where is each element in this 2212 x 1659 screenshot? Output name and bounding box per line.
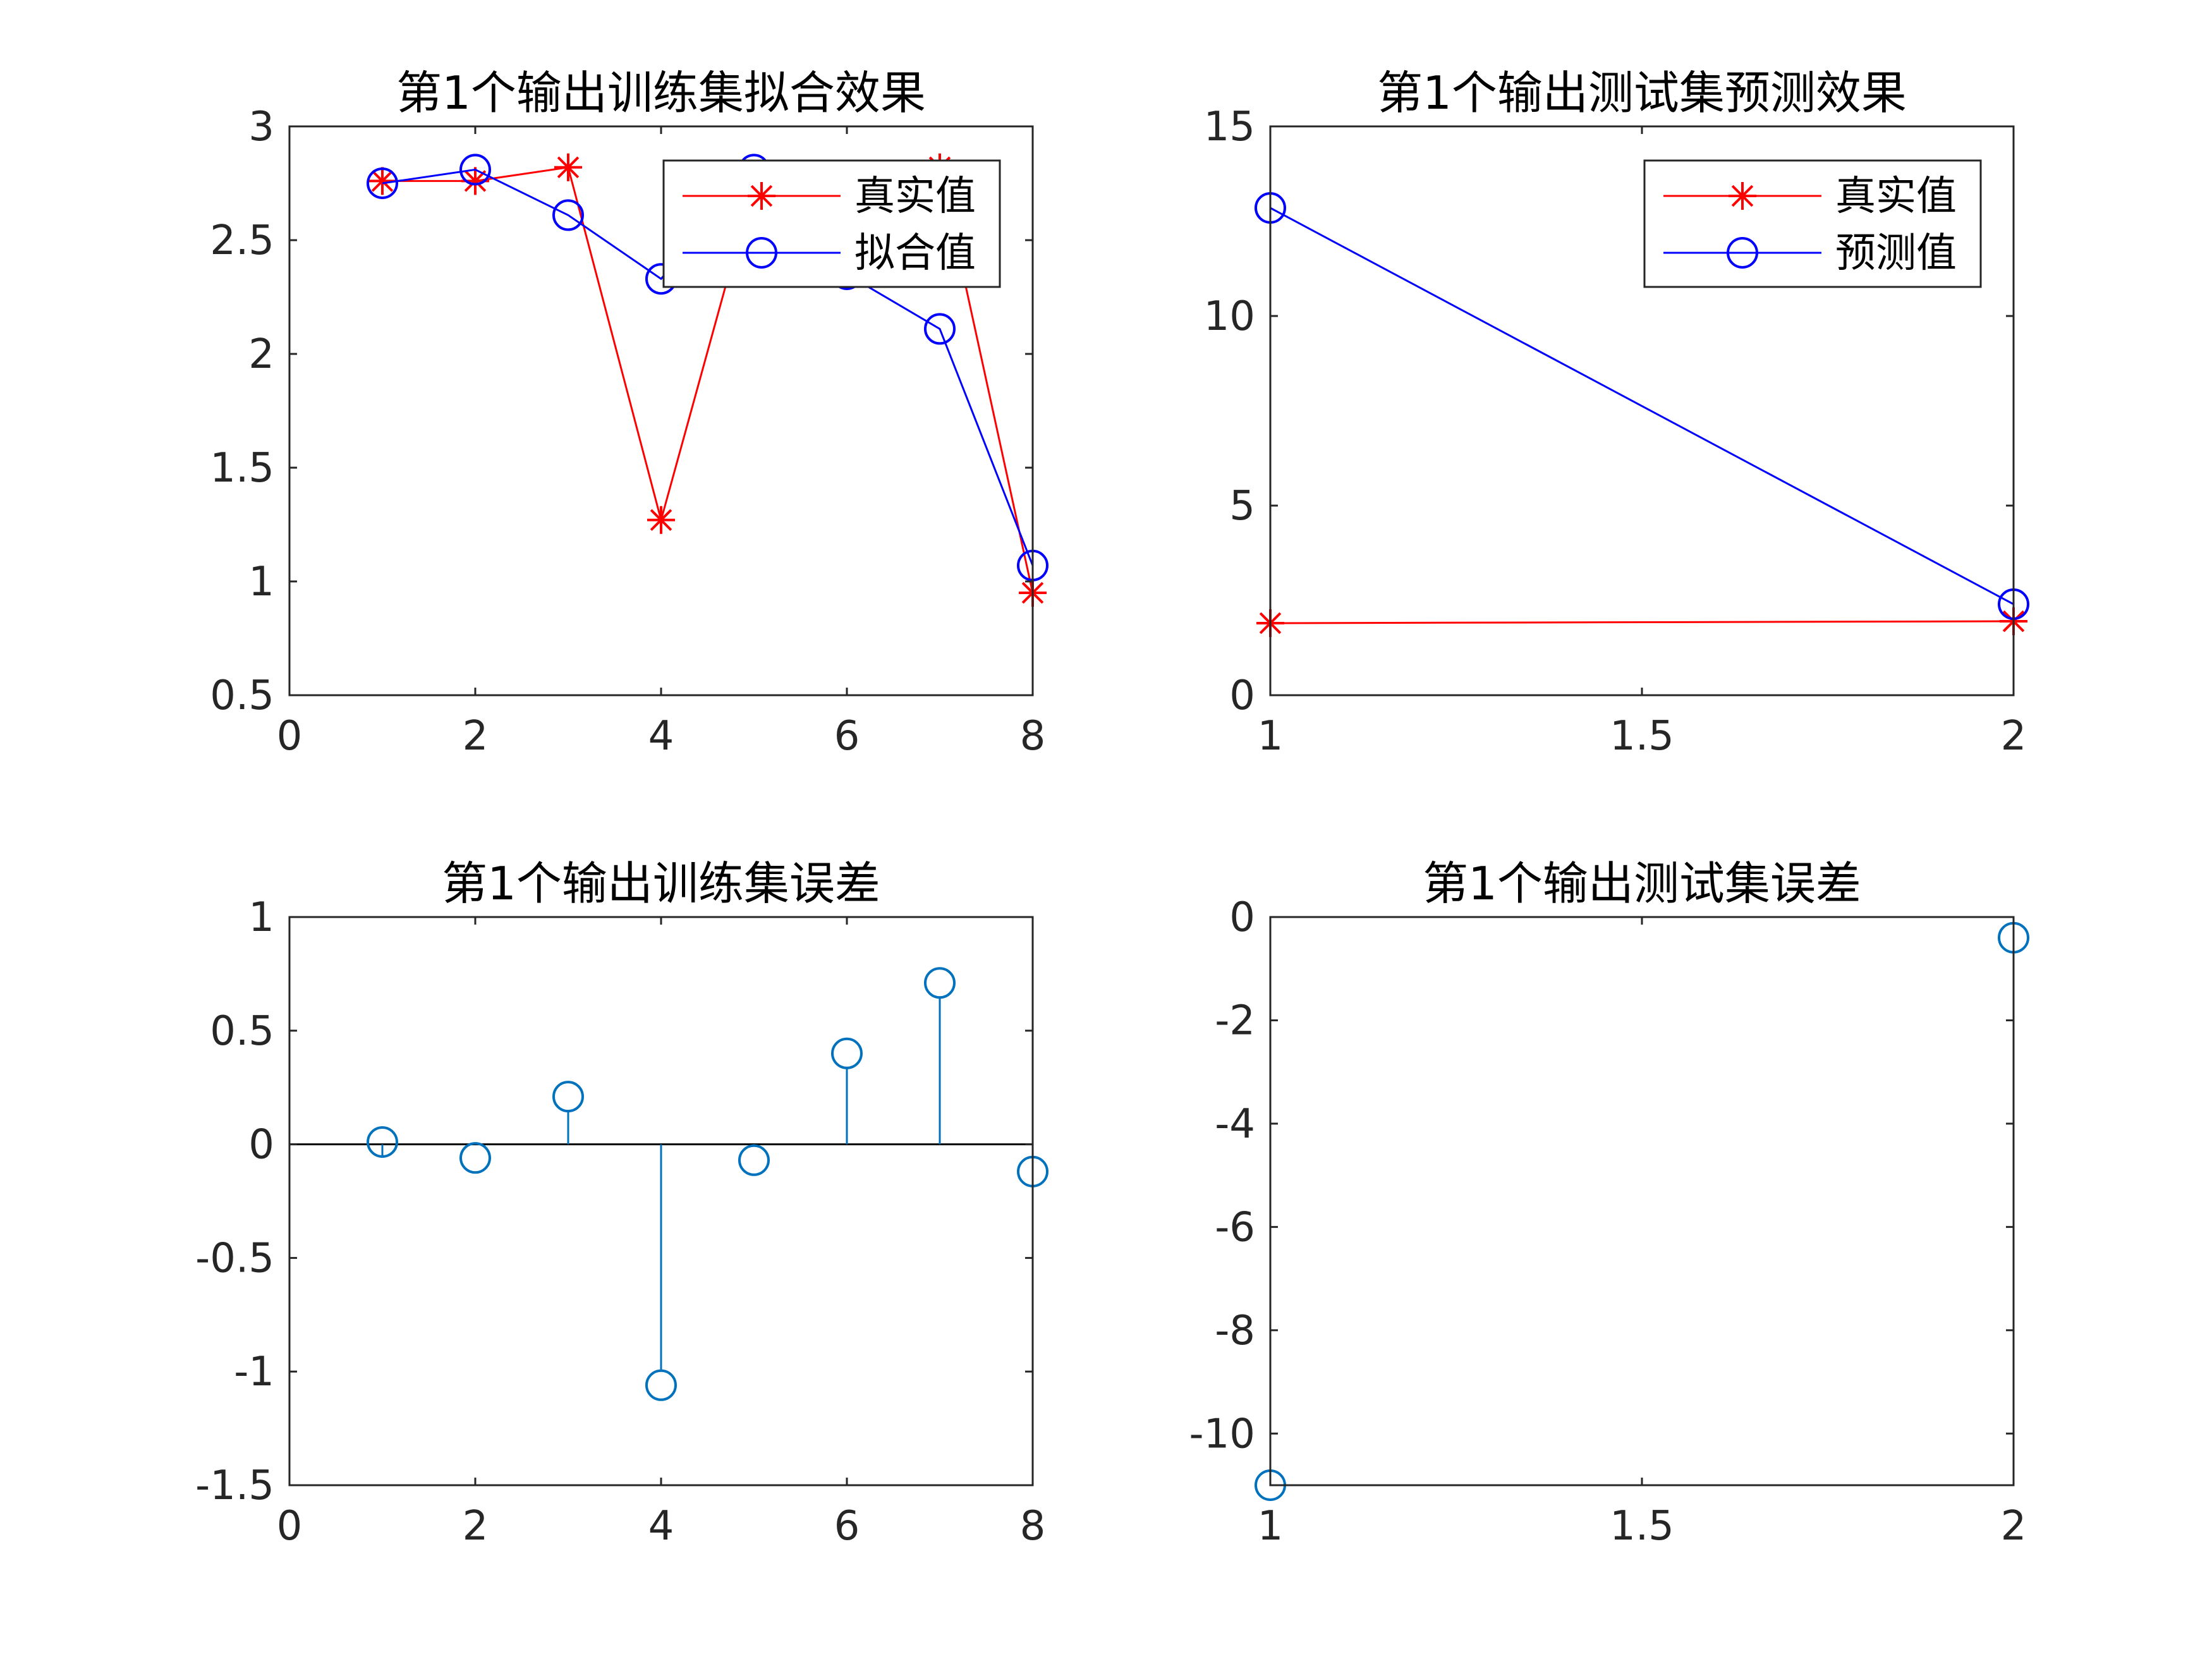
data-point-circle bbox=[459, 154, 491, 186]
x-tick-label: 2 bbox=[463, 1503, 489, 1550]
y-tick-label: -0.5 bbox=[195, 1235, 274, 1282]
x-tick-label: 0 bbox=[277, 713, 303, 760]
stem-marker bbox=[831, 1037, 863, 1069]
y-tick-label: -4 bbox=[1215, 1101, 1255, 1148]
y-tick-label: -6 bbox=[1215, 1204, 1255, 1251]
y-tick-label: 1.5 bbox=[210, 445, 274, 492]
legend-label: 真实值 bbox=[1835, 173, 1957, 220]
y-tick-label: 1 bbox=[248, 894, 274, 941]
x-tick-label: 1.5 bbox=[1610, 713, 1674, 760]
legend-marker-circle bbox=[1727, 237, 1758, 269]
data-point-circle bbox=[367, 167, 398, 199]
stem-marker bbox=[552, 1081, 584, 1113]
y-tick-label: 5 bbox=[1229, 483, 1255, 530]
data-point-circle bbox=[552, 199, 584, 231]
series-line bbox=[1270, 207, 2014, 605]
y-tick-label: 1 bbox=[248, 559, 274, 605]
x-tick-label: 2 bbox=[2001, 1503, 2027, 1550]
x-tick-label: 1.5 bbox=[1610, 1503, 1674, 1550]
x-tick-label: 4 bbox=[648, 713, 674, 760]
y-tick-label: -1 bbox=[234, 1349, 274, 1395]
panel-test-error: 第1个输出测试集误差 1 1.5 2 -10 -8 -6 -4 -2 0 bbox=[1189, 857, 2029, 1550]
y-tick-label: 2.5 bbox=[210, 217, 274, 264]
series-line bbox=[1270, 620, 2014, 624]
stem-marker bbox=[367, 1126, 398, 1158]
chart-title: 第1个输出测试集误差 bbox=[1423, 857, 1861, 910]
legend-label: 拟合值 bbox=[854, 230, 976, 277]
y-tick-label: 2 bbox=[248, 331, 274, 378]
legend-label: 预测值 bbox=[1835, 230, 1957, 277]
series-named-0 bbox=[1256, 607, 2027, 637]
x-tick-label: 4 bbox=[648, 1503, 674, 1550]
legend-box bbox=[662, 159, 1001, 288]
legend-marker-asterisk bbox=[748, 182, 775, 210]
axis-frame bbox=[1269, 916, 2015, 1486]
x-tick-label: 2 bbox=[463, 713, 489, 760]
data-point-asterisk bbox=[647, 506, 675, 534]
series-0 bbox=[1255, 917, 2029, 1501]
x-tick-label: 0 bbox=[277, 1503, 303, 1550]
y-tick-label: 0 bbox=[1229, 672, 1255, 719]
legend-marker-circle bbox=[746, 237, 777, 269]
data-point-circle bbox=[924, 313, 956, 345]
x-tick-label: 1 bbox=[1258, 1503, 1284, 1550]
series-0 bbox=[367, 967, 1048, 1401]
y-tick-label: 0 bbox=[1229, 894, 1255, 941]
panel-train-error: 第1个输出训练集误差 0 2 4 6 8 -1.5 -1 -0.5 0 0.5 1 bbox=[195, 857, 1048, 1550]
stem-marker bbox=[459, 1142, 491, 1174]
chart-title: 第1个输出训练集拟合效果 bbox=[396, 66, 926, 119]
y-tick-label: -1.5 bbox=[195, 1462, 274, 1509]
x-tick-label: 6 bbox=[834, 1503, 860, 1550]
x-tick-label: 8 bbox=[1020, 1503, 1046, 1550]
chart-title: 第1个输出训练集误差 bbox=[442, 857, 880, 910]
y-tick-label: 0.5 bbox=[210, 1008, 274, 1055]
chart-title: 第1个输出测试集预测效果 bbox=[1377, 66, 1907, 119]
x-tick-label: 2 bbox=[2001, 713, 2027, 760]
legend-box bbox=[1643, 159, 1982, 288]
x-tick-label: 8 bbox=[1020, 713, 1046, 760]
y-tick-label: 0 bbox=[248, 1122, 274, 1169]
y-tick-label: -8 bbox=[1215, 1308, 1255, 1354]
x-tick-label: 6 bbox=[834, 713, 860, 760]
y-tick-label: -10 bbox=[1189, 1411, 1255, 1457]
y-tick-label: 0.5 bbox=[210, 672, 274, 719]
y-tick-label: 3 bbox=[248, 104, 274, 150]
x-tick-label: 1 bbox=[1258, 713, 1284, 760]
legend-marker-asterisk bbox=[1729, 182, 1756, 210]
y-tick-label: -2 bbox=[1215, 997, 1255, 1044]
stem-marker bbox=[645, 1369, 677, 1401]
legend-label: 真实值 bbox=[854, 173, 976, 220]
data-point-asterisk bbox=[554, 153, 582, 181]
stem-marker bbox=[924, 967, 956, 999]
y-tick-label: 15 bbox=[1204, 104, 1255, 150]
y-tick-label: 10 bbox=[1204, 293, 1255, 340]
stem-marker bbox=[738, 1144, 770, 1176]
